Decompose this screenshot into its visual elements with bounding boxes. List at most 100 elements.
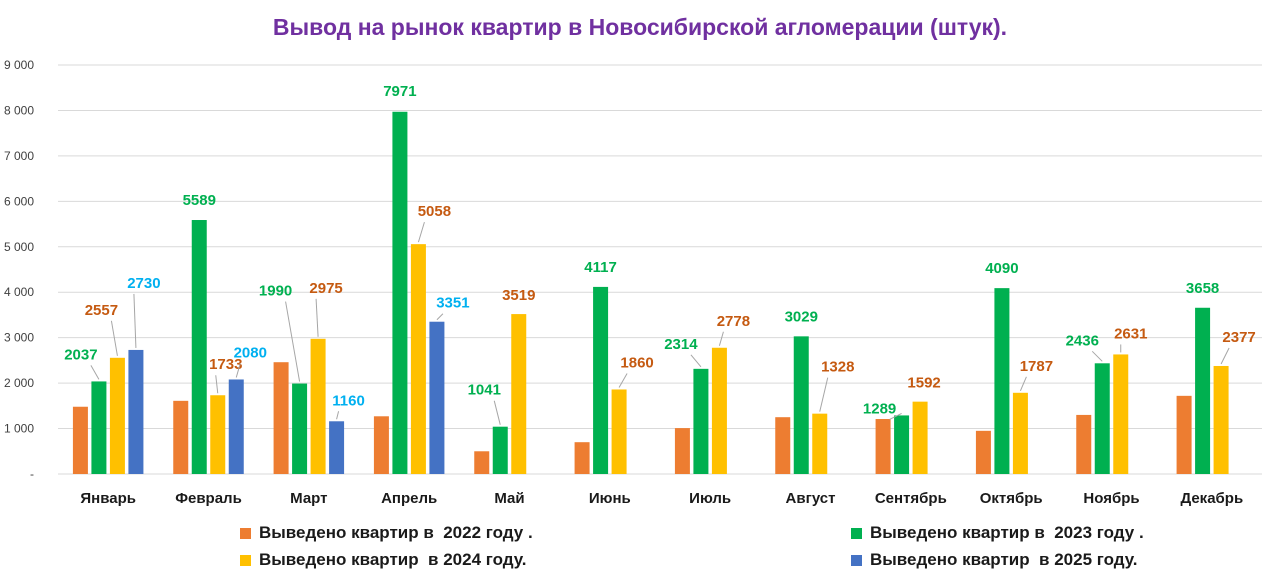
data-label-leader [718, 331, 724, 346]
data-label: 4117 [584, 259, 617, 276]
legend-swatch-2024 [240, 554, 251, 566]
x-tick-label: Ноябрь [1083, 490, 1139, 507]
bar-Июнь-0 [574, 442, 590, 474]
legend-item-2022: Выведено квартир в 2022 году . [240, 523, 533, 543]
bar-Февраль-1 [191, 220, 207, 474]
data-label: 1289 [863, 400, 896, 417]
legend-item-2025: Выведено квартир в 2025 году. [851, 550, 1137, 570]
y-tick-label: 3 000 [4, 331, 34, 345]
data-label-leader [110, 320, 118, 356]
bar-Ноябрь-1 [1094, 363, 1110, 474]
legend-label-2025: Выведено квартир в 2025 году. [870, 550, 1138, 569]
data-label-leader [315, 298, 319, 337]
y-tick-label: 8 000 [4, 103, 34, 117]
data-label: 1990 [259, 283, 292, 300]
bar-Ноябрь-0 [1076, 414, 1092, 474]
bar-Май-2 [511, 314, 527, 474]
y-tick-label: 2 000 [4, 376, 34, 390]
legend-item-2024: Выведено квартир в 2024 году. [240, 550, 526, 570]
chart-title: Вывод на рынок квартир в Новосибирской а… [272, 14, 1008, 40]
bar-Апрель-0 [373, 416, 389, 474]
data-label-leader [336, 411, 340, 420]
bar-Октябрь-2 [1012, 392, 1028, 474]
data-label-leader [889, 412, 902, 420]
bar-Ноябрь-2 [1113, 354, 1129, 474]
bar-Март-3 [329, 421, 345, 474]
x-tick-label: Апрель [381, 490, 437, 507]
data-label: 2080 [234, 344, 267, 361]
x-tick-label: Сентябрь [875, 490, 947, 507]
data-label-leader [618, 373, 628, 388]
x-tick-label: Август [786, 490, 836, 507]
data-label: 3351 [436, 295, 469, 312]
bar-Сентябрь-2 [912, 401, 928, 474]
bar-Октябрь-0 [975, 430, 991, 474]
data-label: 2778 [717, 313, 750, 330]
bar-Июнь-2 [611, 389, 627, 474]
y-tick-label: 4 000 [4, 285, 34, 299]
bar-Июнь-1 [593, 286, 609, 474]
bar-Февраль-0 [173, 400, 189, 474]
y-tick-label: - [30, 467, 34, 481]
y-tick-label: 6 000 [4, 194, 34, 208]
data-label: 4090 [985, 260, 1018, 277]
bar-Октябрь-1 [994, 288, 1010, 474]
bar-Апрель-2 [410, 244, 426, 474]
bar-Февраль-2 [210, 395, 226, 474]
data-label-leader [1220, 347, 1230, 365]
data-label-leader [90, 365, 100, 380]
y-tick-label: 7 000 [4, 149, 34, 163]
bar-Март-0 [273, 362, 289, 474]
x-tick-label: Июль [689, 490, 731, 507]
x-tick-label: Май [494, 490, 524, 507]
bar-Май-0 [474, 451, 490, 474]
x-tick-label: Март [290, 490, 327, 507]
bar-Март-1 [292, 383, 308, 474]
data-label-leader [690, 354, 702, 368]
data-label: 3658 [1186, 280, 1219, 297]
data-label: 2314 [664, 336, 698, 353]
bar-Сентябрь-0 [875, 419, 891, 474]
y-tick-label: 1 000 [4, 422, 34, 436]
data-label-leader [417, 221, 425, 243]
legend-item-2023: Выведено квартир в 2023 году . [851, 523, 1144, 543]
bar-Июль-1 [693, 368, 709, 474]
bar-Сентябрь-1 [894, 415, 910, 474]
bar-Июль-2 [711, 347, 727, 474]
y-tick-label: 9 000 [4, 58, 34, 72]
y-tick-label: 5 000 [4, 240, 34, 254]
data-label: 1860 [620, 354, 653, 371]
bar-Апрель-1 [392, 111, 408, 475]
bar-Январь-2 [109, 357, 125, 474]
bar-Май-1 [492, 426, 508, 474]
x-tick-label: Январь [80, 490, 136, 507]
x-tick-label: Октябрь [980, 490, 1043, 507]
data-label: 3519 [502, 287, 535, 304]
bar-Декабрь-1 [1195, 307, 1211, 474]
data-label-leader [235, 363, 241, 378]
data-label-leader [819, 377, 829, 412]
bar-Август-2 [812, 413, 828, 474]
data-label-leader [1091, 350, 1103, 362]
bar-Август-1 [793, 336, 809, 474]
data-label: 1787 [1020, 358, 1053, 375]
data-label: 2037 [64, 346, 97, 363]
data-label: 2730 [127, 275, 160, 292]
bar-Январь-3 [128, 349, 144, 474]
bar-Январь-1 [91, 381, 107, 474]
legend-swatch-2022 [240, 527, 251, 539]
x-tick-label: Декабрь [1180, 490, 1243, 507]
x-tick-label: Июнь [589, 490, 631, 507]
bar-Апрель-3 [429, 321, 445, 474]
data-label: 1328 [821, 359, 854, 376]
x-tick-label: Февраль [175, 490, 242, 507]
bar-Июль-0 [674, 428, 690, 474]
bar-Декабрь-2 [1213, 365, 1229, 474]
data-label: 1592 [907, 375, 940, 392]
data-label: 2436 [1066, 332, 1099, 349]
data-label: 2975 [309, 280, 342, 297]
bar-Декабрь-0 [1176, 395, 1192, 474]
bar-chart: - 1 000 2 000 3 000 4 000 5 000 6 000 7 000 8 00… [4, 58, 1262, 507]
bar-Февраль-3 [228, 379, 244, 474]
legend-label-2024: Выведено квартир в 2024 году. [259, 550, 527, 569]
